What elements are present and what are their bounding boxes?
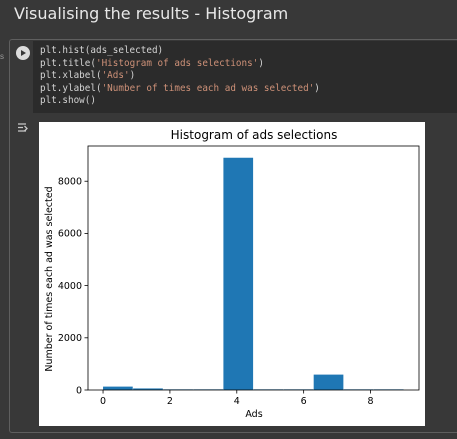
chart-title: Histogram of ads selections — [171, 128, 338, 142]
y-tick-label: 6000 — [58, 229, 82, 240]
code-token: ) — [314, 82, 320, 94]
y-tick-label: 0 — [76, 385, 82, 396]
gutter-mark: s — [0, 52, 4, 61]
y-tick-label: 2000 — [58, 333, 82, 344]
x-tick-label: 8 — [367, 396, 373, 407]
code-line: plt.xlabel('Ads') — [40, 70, 320, 83]
histogram-bar — [133, 388, 163, 390]
output-area: Histogram of ads selections 0 2 4 6 8 0 2000 4… — [39, 122, 425, 426]
x-tick-label: 0 — [100, 396, 106, 407]
section-title: Visualising the results - Histogram — [14, 4, 289, 23]
x-tick-label: 2 — [167, 396, 173, 407]
x-tick-label: 6 — [301, 396, 307, 407]
code-line: plt.ylabel('Number of times each ad was … — [40, 83, 320, 96]
code-token: plt.title( — [40, 57, 96, 69]
histogram-bar — [313, 374, 344, 390]
code-line: plt.title('Histogram of ads selections') — [40, 58, 320, 71]
x-tick-label: 4 — [234, 396, 240, 407]
code-token: plt.ylabel( — [40, 82, 102, 94]
x-axis-label: Ads — [245, 409, 262, 420]
play-icon — [21, 50, 26, 56]
histogram-bar — [103, 386, 133, 390]
y-tick-label: 8000 — [58, 177, 82, 188]
code-line: plt.hist(ads_selected) — [40, 45, 320, 58]
code-string-token: 'Ads' — [101, 70, 130, 82]
code-text[interactable]: plt.hist(ads_selected) plt.title('Histogr… — [40, 45, 320, 108]
axes-frame — [87, 145, 420, 391]
code-token: ) — [258, 57, 264, 69]
code-token: plt.hist(ads_selected) — [40, 45, 164, 56]
code-string-token: 'Number of times each ad was selected' — [101, 82, 315, 94]
code-line: plt.show() — [40, 95, 320, 108]
output-toggle-icon[interactable] — [17, 122, 29, 134]
code-editor[interactable] — [33, 41, 457, 113]
y-axis-label: Number of times each ad was selected — [44, 186, 55, 371]
code-token: plt.xlabel( — [40, 70, 102, 82]
code-token: plt.show() — [40, 95, 96, 107]
code-string-token: 'Histogram of ads selections' — [95, 57, 259, 69]
code-token: ) — [129, 70, 136, 82]
run-cell-button[interactable] — [16, 46, 30, 60]
y-tick-label: 4000 — [58, 281, 82, 292]
histogram-bar — [223, 157, 254, 390]
histogram-chart: Histogram of ads selections 0 2 4 6 8 0 2000 4… — [44, 128, 420, 420]
